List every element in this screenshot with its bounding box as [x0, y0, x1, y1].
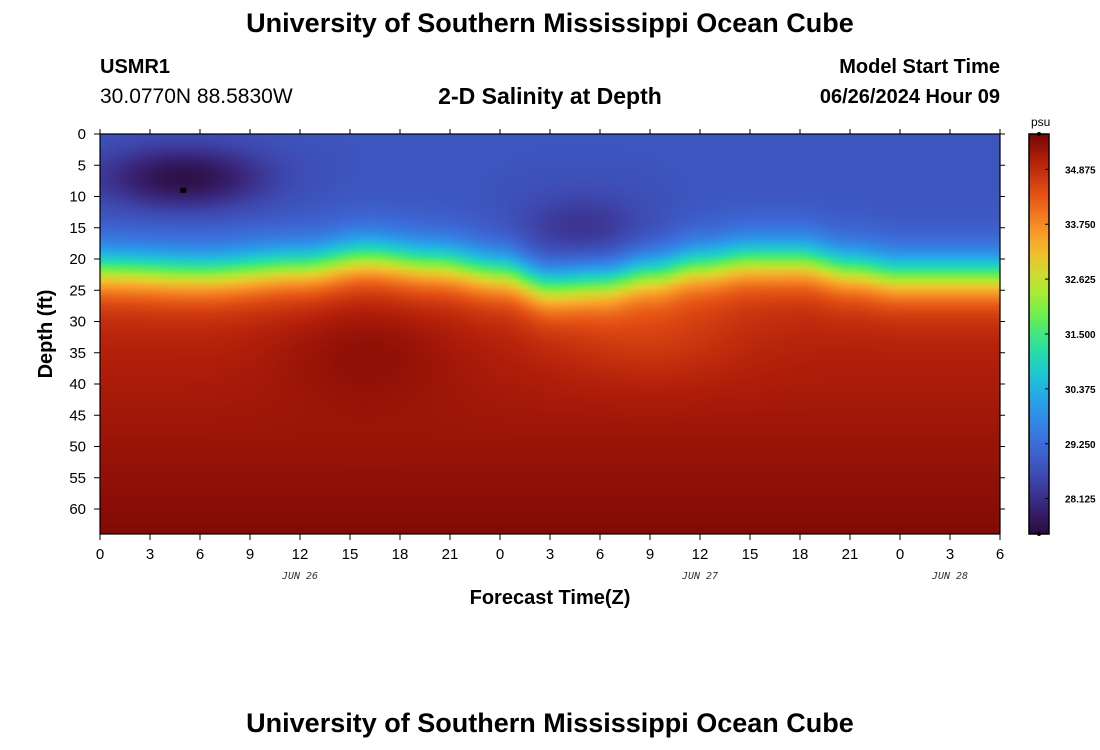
y-tick-label: 30 — [69, 314, 86, 331]
colorbar-tick-label: 29.250 — [1065, 440, 1096, 451]
footer-title: University of Southern Mississippi Ocean… — [246, 708, 854, 738]
colorbar-unit: psu — [1031, 115, 1050, 129]
x-tick-label: 0 — [96, 546, 104, 563]
x-tick-label: 0 — [896, 546, 904, 563]
x-tick-label: 12 — [292, 546, 309, 563]
x-tick-label: 18 — [792, 546, 809, 563]
colorbar-ticks: 34.875 33.750 32.625 31.500 30.375 29.250 28.1… — [1037, 132, 1096, 536]
colorbar-tick-label: 31.500 — [1065, 330, 1096, 341]
model-start-time: 06/26/2024 Hour 09 — [819, 86, 1000, 108]
y-tick-label: 50 — [69, 439, 86, 456]
x-tick-label: 21 — [842, 546, 859, 563]
plot-title: 2-D Salinity at Depth — [438, 83, 662, 109]
x-tick-label: 21 — [442, 546, 459, 563]
x-tick-label: 12 — [692, 546, 709, 563]
salinity-chart: 0 3 6 9 12 15 18 21 0 3 6 9 12 15 18 21 0 3 6 JUN 26 JUN 27 J… — [35, 115, 1096, 609]
x-tick-label: 15 — [342, 546, 359, 563]
x-tick-label: 0 — [496, 546, 504, 563]
y-tick-label: 35 — [69, 345, 86, 362]
model-start-label: Model Start Time — [839, 56, 1000, 78]
station-marker — [180, 187, 187, 193]
colorbar-end-dot — [1037, 532, 1041, 536]
colorbar-tick-label: 34.875 — [1065, 165, 1096, 176]
colorbar-end-dot — [1037, 132, 1041, 136]
colorbar-tick-label: 28.125 — [1065, 495, 1096, 506]
y-tick-label: 0 — [78, 126, 86, 143]
x-tick-label: 18 — [392, 546, 409, 563]
colorbar-tick-label: 33.750 — [1065, 220, 1096, 231]
x-tick-label: 3 — [546, 546, 554, 563]
y-axis: 0 5 10 15 20 25 30 35 40 45 50 55 60 — [69, 126, 1005, 518]
x-tick-label: 6 — [196, 546, 204, 563]
x-tick-label: 6 — [996, 546, 1004, 563]
y-tick-label: 10 — [69, 189, 86, 206]
x-tick-label: 15 — [742, 546, 759, 563]
colorbar-tick-label: 32.625 — [1065, 275, 1096, 286]
y-tick-label: 45 — [69, 407, 86, 424]
station-coordinates: 30.0770N 88.5830W — [100, 85, 293, 108]
x-axis-title: Forecast Time(Z) — [470, 587, 631, 609]
y-tick-label: 40 — [69, 376, 86, 393]
x-tick-label: 3 — [146, 546, 154, 563]
colorbar-tick-label: 30.375 — [1065, 385, 1096, 396]
x-date-label: JUN 26 — [281, 571, 318, 582]
y-tick-label: 5 — [78, 157, 86, 174]
y-axis-title: Depth (ft) — [35, 290, 57, 379]
y-tick-label: 25 — [69, 282, 86, 299]
y-tick-label: 15 — [69, 220, 86, 237]
x-tick-label: 9 — [646, 546, 654, 563]
y-tick-label: 60 — [69, 501, 86, 518]
x-tick-label: 3 — [946, 546, 954, 563]
x-date-label: JUN 28 — [931, 571, 968, 582]
station-id: USMR1 — [100, 56, 171, 78]
x-date-label: JUN 27 — [681, 571, 718, 582]
salinity-heatmap — [100, 134, 1000, 534]
x-tick-label: 9 — [246, 546, 254, 563]
y-tick-label: 55 — [69, 470, 86, 487]
y-tick-label: 20 — [69, 251, 86, 268]
x-axis: 0 3 6 9 12 15 18 21 0 3 6 9 12 15 18 21 0 3 6 JUN 26 JUN 27 J… — [96, 129, 1004, 582]
colorbar: psu 34.875 33.750 32.625 31.500 30.375 29.250… — [1028, 115, 1096, 536]
x-tick-label: 6 — [596, 546, 604, 563]
page-title: University of Southern Mississippi Ocean… — [246, 8, 854, 38]
